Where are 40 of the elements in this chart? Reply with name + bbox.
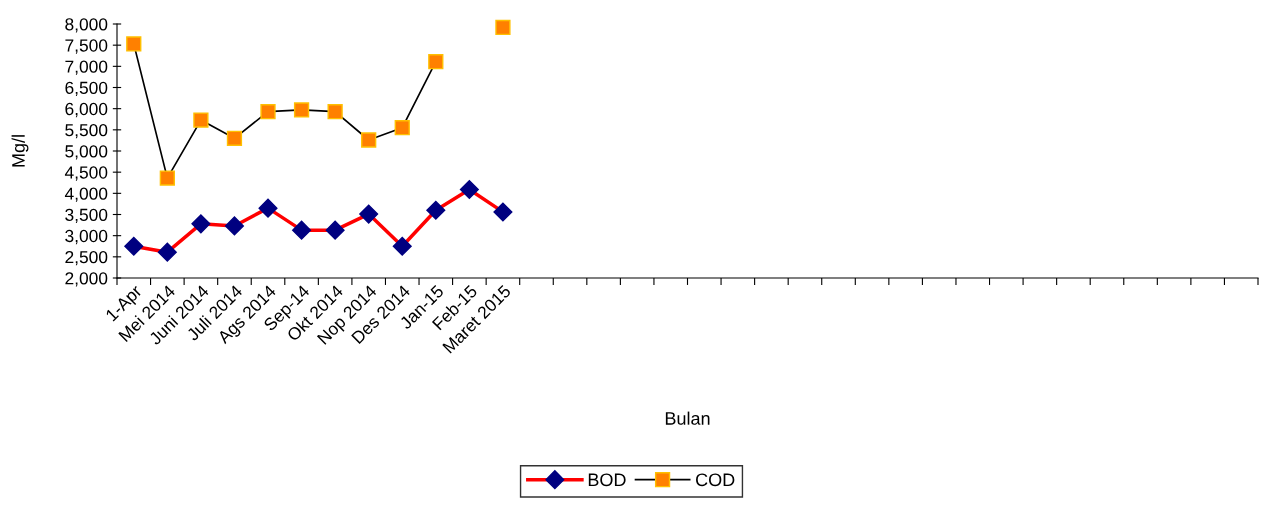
point: [226, 130, 243, 146]
point: [426, 200, 446, 220]
y-tick-label: 5,500: [65, 124, 108, 139]
point: [157, 242, 177, 262]
y-tick-label: 7,000: [65, 60, 108, 75]
y-tick-label: 3,500: [65, 208, 108, 224]
x-axis-title: Bulan: [665, 411, 710, 425]
y-tick-label: 3,000: [65, 229, 108, 245]
point: [293, 102, 310, 118]
point: [258, 198, 278, 218]
point: [394, 120, 410, 136]
point: [292, 220, 312, 240]
point: [327, 103, 343, 120]
y-tick-label: 4,500: [64, 166, 108, 181]
y-tick-label: 6,000: [65, 102, 108, 118]
legend-label: BOD: [588, 473, 626, 487]
y-axis-title: Mg/l: [11, 135, 29, 167]
legend-label: COD: [696, 473, 735, 487]
y-tick-label: 4,000: [64, 187, 108, 202]
y-tick-label: 7,500: [65, 39, 108, 54]
y-tick-label: 2,000: [65, 272, 108, 287]
point: [124, 236, 144, 256]
point: [361, 132, 377, 148]
point: [260, 103, 276, 120]
point: [359, 204, 379, 224]
y-tick-label: 6,500: [65, 81, 108, 97]
y-tick-label: 2,500: [65, 251, 108, 266]
point: [193, 112, 209, 128]
point: [459, 179, 479, 200]
point: [495, 19, 511, 36]
y-tick-label: 8,000: [65, 18, 108, 33]
point: [191, 214, 211, 234]
y-tick-label: 5,000: [65, 145, 108, 160]
point: [392, 236, 412, 256]
point: [493, 202, 513, 222]
point: [224, 216, 244, 236]
point: [325, 220, 345, 240]
point: [126, 36, 142, 52]
point: [159, 170, 175, 186]
point: [428, 54, 444, 70]
